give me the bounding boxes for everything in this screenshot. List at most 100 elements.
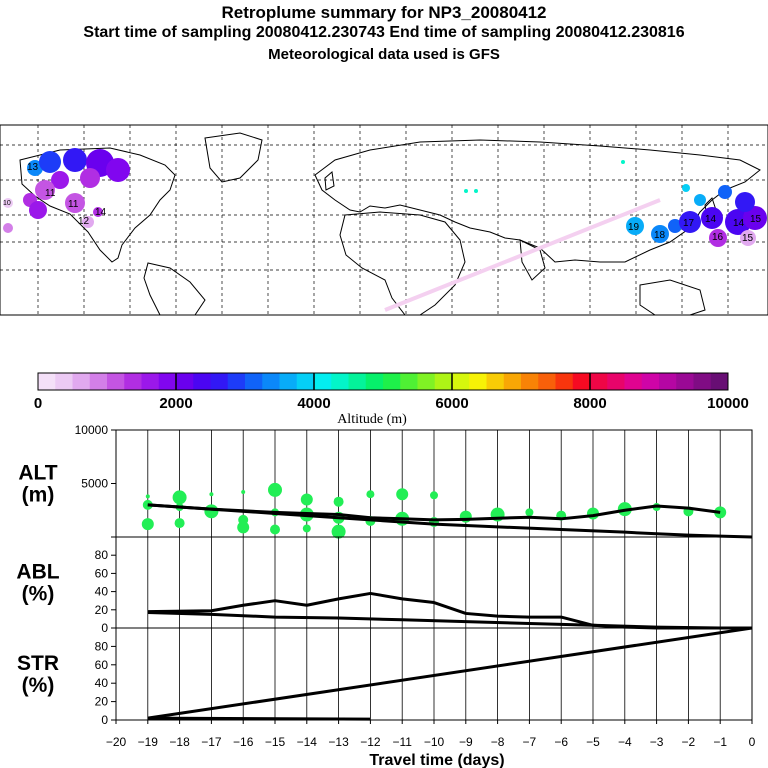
svg-text:14: 14 xyxy=(733,218,745,229)
x-tick-label: −2 xyxy=(682,735,696,749)
y-tick-label: 80 xyxy=(95,639,109,653)
colorbar-swatch xyxy=(676,373,694,390)
svg-text:14: 14 xyxy=(95,207,107,218)
x-tick-label: −16 xyxy=(233,735,254,749)
y-tick-label: 60 xyxy=(95,658,109,672)
colorbar-swatch xyxy=(158,373,177,390)
svg-text:10: 10 xyxy=(3,200,11,207)
y-axis-label: (m) xyxy=(22,484,55,507)
svg-text:13: 13 xyxy=(27,162,39,173)
colorbar-swatch xyxy=(555,373,574,390)
colorbar-swatch xyxy=(89,373,108,390)
altitude-dot xyxy=(174,518,185,529)
plume-cluster-east xyxy=(464,160,767,247)
svg-text:16: 16 xyxy=(712,232,724,243)
colorbar-swatch xyxy=(296,373,315,390)
colorbar-swatch xyxy=(176,373,194,390)
x-tick-label: −10 xyxy=(424,735,445,749)
y-tick-label: 40 xyxy=(95,585,109,599)
colorbar-swatch xyxy=(38,373,56,390)
colorbar-swatch xyxy=(434,373,453,390)
x-tick-label: −1 xyxy=(713,735,727,749)
x-tick-label: −20 xyxy=(106,735,127,749)
colorbar-swatch xyxy=(107,373,125,390)
y-tick-label: 20 xyxy=(95,603,109,617)
x-tick-label: −17 xyxy=(201,735,222,749)
x-tick-label: −14 xyxy=(297,735,318,749)
series-line xyxy=(147,716,371,721)
colorbar-axis-label: Altitude (m) xyxy=(337,412,407,427)
colorbar-swatch xyxy=(469,373,487,390)
svg-text:15: 15 xyxy=(742,233,754,244)
time-series-panels: 500010000ALT(m)020406080ABL(%)020406080S… xyxy=(16,423,755,768)
colorbar-tick-label: 0 xyxy=(34,395,42,412)
colorbar-swatch xyxy=(417,373,436,390)
altitude-dot xyxy=(145,494,150,499)
colorbar-swatch xyxy=(210,373,229,390)
y-tick-label: 40 xyxy=(95,676,109,690)
colorbar-swatch xyxy=(227,373,246,390)
altitude-colorbar: 0 2000 4000 6000 8000 10000 Altitude (m) xyxy=(34,372,749,427)
coastlines xyxy=(19,132,761,316)
svg-text:18: 18 xyxy=(654,230,666,241)
svg-text:14: 14 xyxy=(705,214,717,225)
world-map: 13 11 11 12 14 10 19 xyxy=(0,124,768,316)
x-tick-label: −7 xyxy=(523,735,537,749)
met-data-note: Meteorological data used is GFS xyxy=(268,46,500,63)
series-line xyxy=(147,503,753,539)
colorbar-swatch xyxy=(590,373,608,390)
altitude-dot xyxy=(331,524,346,539)
colorbar-swatch xyxy=(245,373,263,390)
colorbar-swatch xyxy=(331,373,349,390)
colorbar-swatch xyxy=(503,373,522,390)
colorbar-swatch xyxy=(55,373,73,390)
altitude-dot xyxy=(396,488,409,501)
y-tick-label: 10000 xyxy=(75,423,109,437)
altitude-dot xyxy=(141,518,154,531)
colorbar-swatch xyxy=(693,373,712,390)
colorbar-frame xyxy=(37,372,729,391)
svg-text:11: 11 xyxy=(68,199,79,210)
x-tick-label: −19 xyxy=(138,735,159,749)
altitude-dot xyxy=(430,491,438,500)
y-axis-label: STR xyxy=(17,652,59,675)
colorbar-swatch xyxy=(348,373,367,390)
svg-text:12: 12 xyxy=(78,216,90,227)
altitude-dot xyxy=(172,490,187,505)
colorbar-tick-label: 6000 xyxy=(435,395,468,412)
x-axis-label: Travel time (days) xyxy=(369,752,504,768)
x-tick-label: −15 xyxy=(265,735,286,749)
series-line xyxy=(147,591,752,630)
colorbar-swatch xyxy=(607,373,625,390)
y-axis-label: ABL xyxy=(16,561,59,584)
x-tick-label: −18 xyxy=(169,735,190,749)
colorbar-swatch xyxy=(538,373,556,390)
y-tick-label: 80 xyxy=(95,548,109,562)
altitude-dot xyxy=(270,524,280,535)
colorbar-swatch xyxy=(141,373,160,390)
colorbar-tick-label: 2000 xyxy=(159,395,192,412)
x-tick-label: −5 xyxy=(586,735,600,749)
x-tick-label: −9 xyxy=(459,735,473,749)
svg-text:11: 11 xyxy=(45,188,56,199)
map-frame xyxy=(0,124,768,316)
altitude-dot xyxy=(366,490,375,499)
colorbar-swatch xyxy=(400,373,418,390)
x-tick-label: −13 xyxy=(328,735,349,749)
altitude-dot xyxy=(714,506,727,519)
panel-abl: 0 20 40 60 80 ABL(%) xyxy=(16,536,753,635)
colorbar-swatch xyxy=(521,373,539,390)
y-axis-label: (%) xyxy=(22,674,55,697)
altitude-dot xyxy=(268,482,282,497)
altitude-dot xyxy=(525,508,534,517)
colorbar-swatch xyxy=(641,373,660,390)
x-tick-label: −3 xyxy=(650,735,664,749)
altitude-dot xyxy=(241,490,246,495)
plume-cluster-west xyxy=(3,148,130,233)
altitude-dot xyxy=(300,493,313,506)
y-axis-label: ALT xyxy=(18,462,57,485)
colorbar-swatch xyxy=(124,373,142,390)
altitude-dot xyxy=(204,504,219,519)
